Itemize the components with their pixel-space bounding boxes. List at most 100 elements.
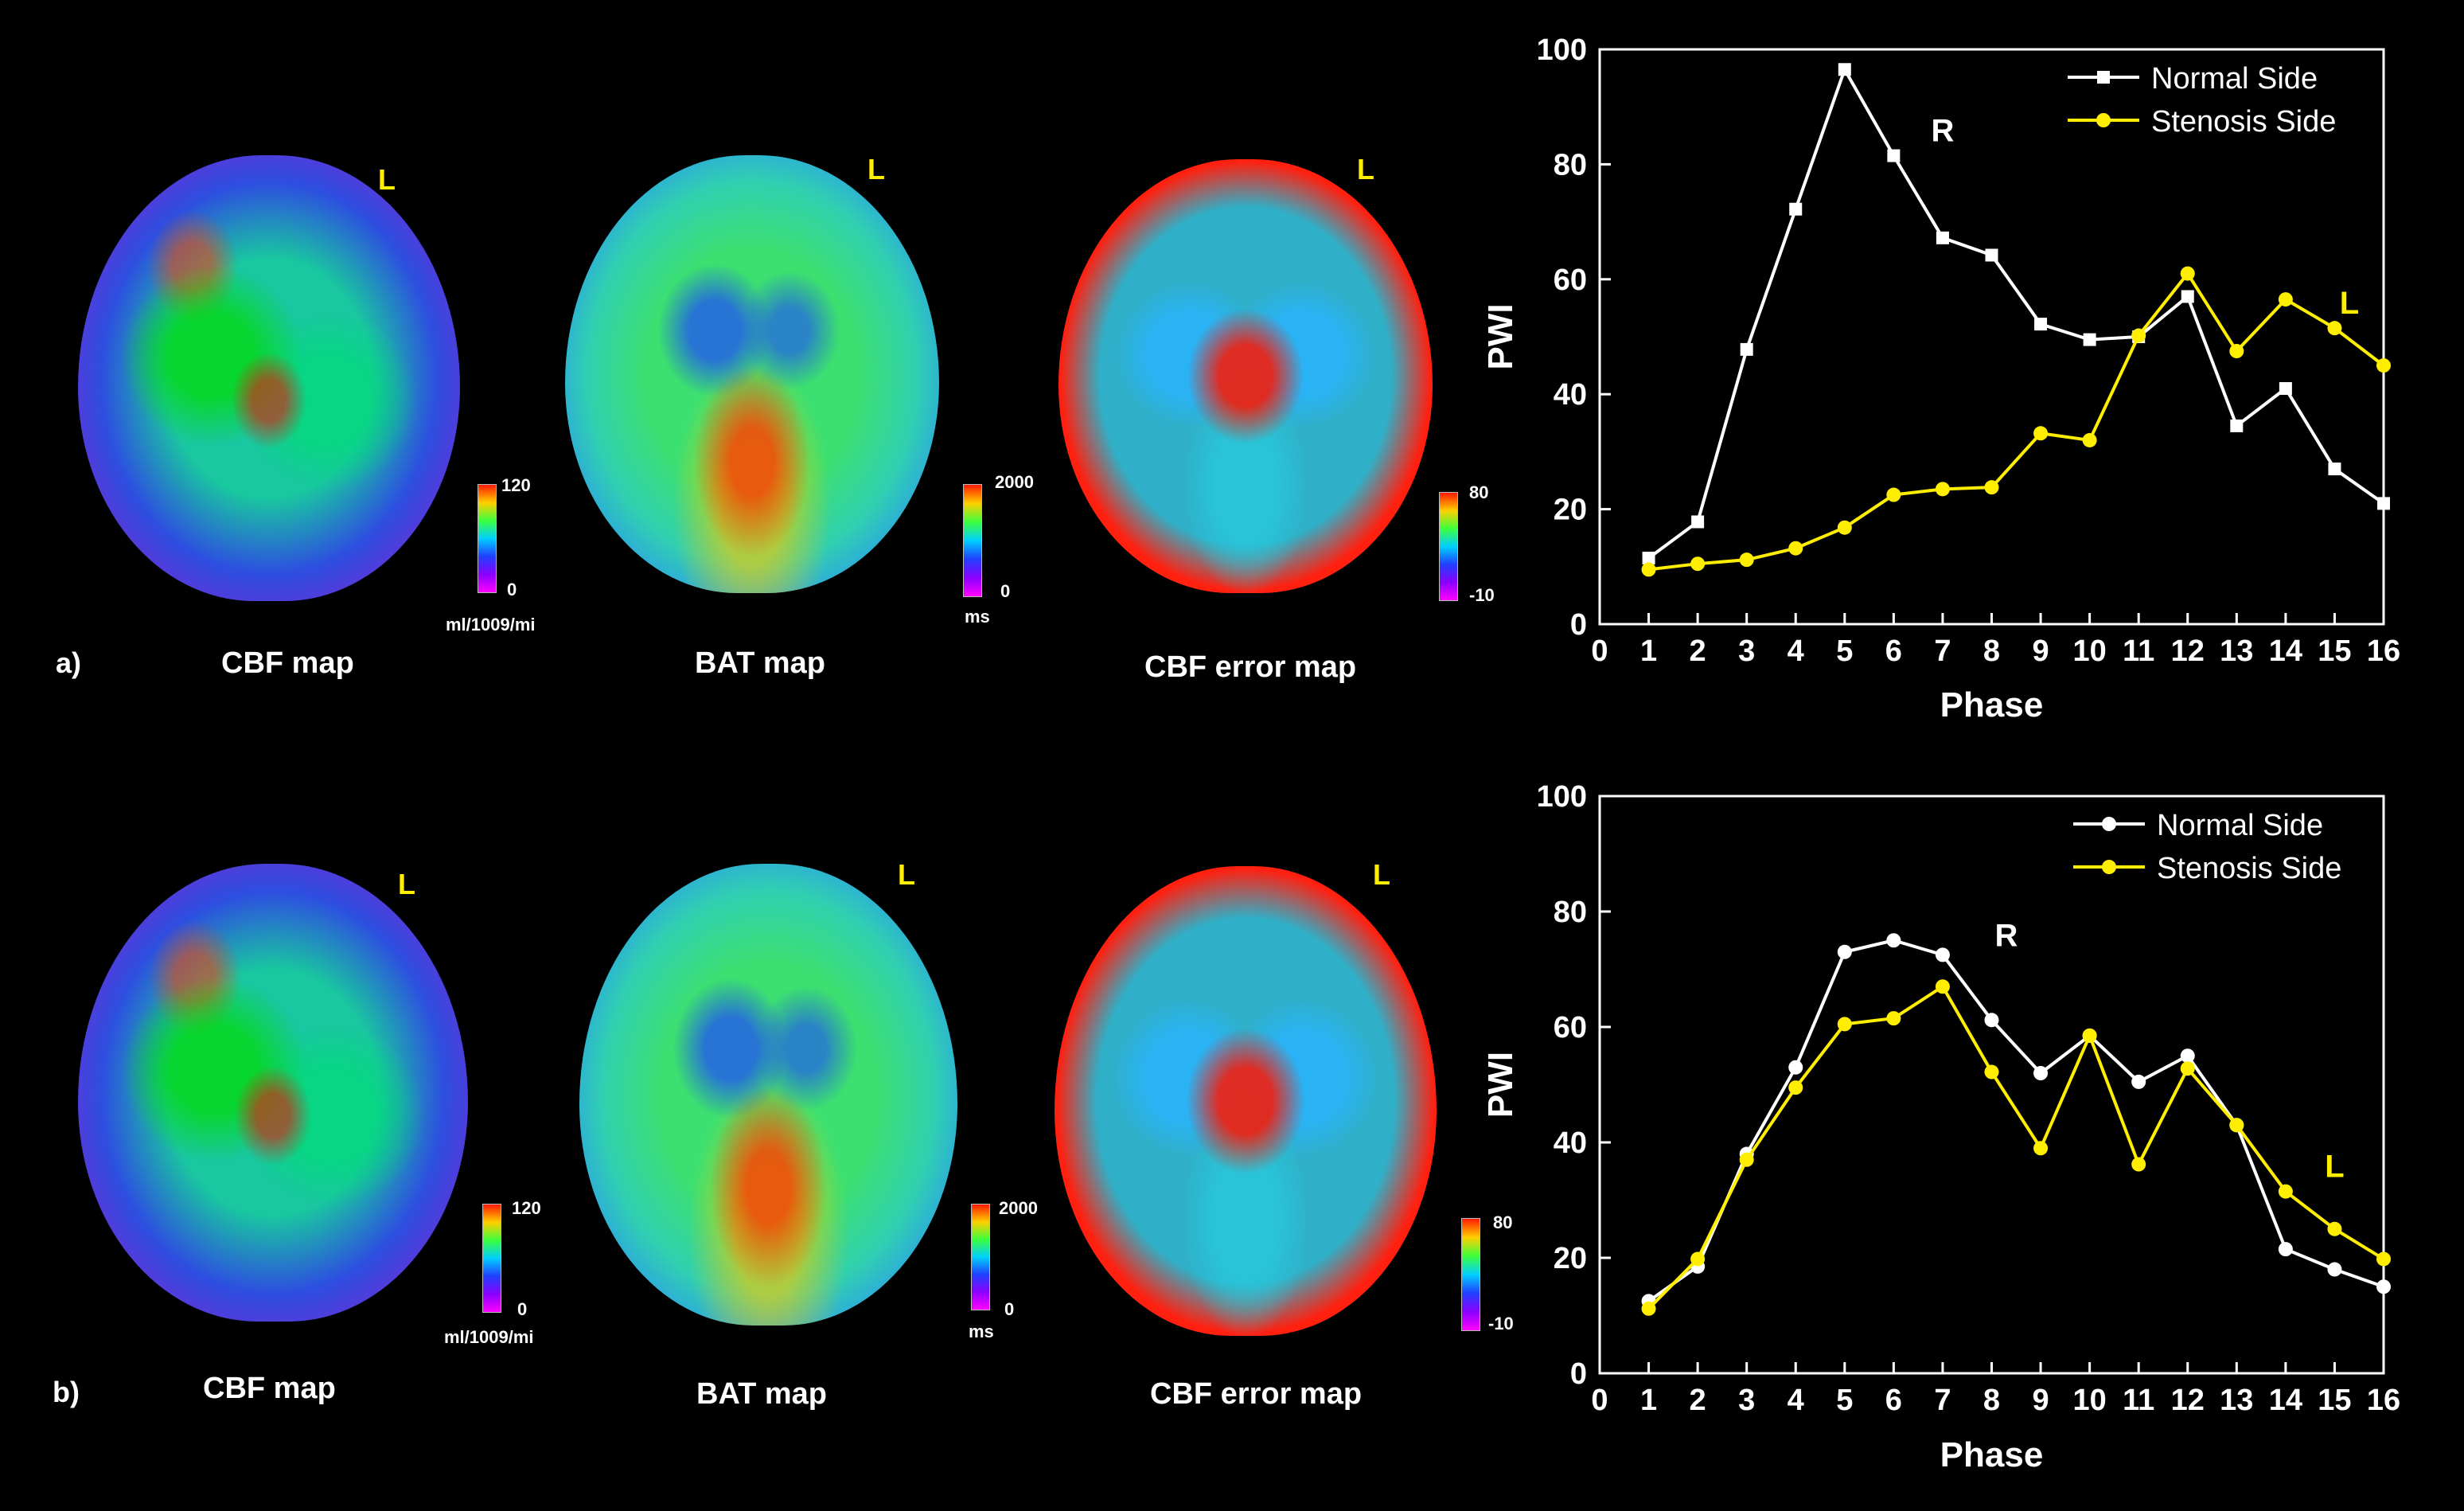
data-point xyxy=(2131,1074,2146,1089)
data-point xyxy=(2131,328,2146,343)
x-tick-label: 1 xyxy=(1640,634,1657,668)
y-tick-label: 80 xyxy=(1554,896,1587,929)
x-tick-label: 3 xyxy=(1738,1384,1755,1417)
data-point xyxy=(1642,551,1655,564)
data-point xyxy=(2180,1061,2195,1076)
legend-marker xyxy=(2096,113,2111,127)
x-tick-label: 8 xyxy=(1983,634,2000,668)
data-point xyxy=(2082,1028,2097,1043)
x-tick-label: 14 xyxy=(2269,634,2302,668)
legend-label: Normal Side xyxy=(2151,62,2318,96)
colorbar-max-label: 80 xyxy=(1469,482,1489,502)
panel-label: a) xyxy=(56,646,82,679)
data-point xyxy=(1837,1017,1852,1032)
x-axis-label: Phase xyxy=(1940,685,2044,724)
data-point xyxy=(2230,419,2244,432)
data-point xyxy=(2327,321,2342,336)
legend-label: Normal Side xyxy=(2157,809,2323,842)
cbf-colorbar xyxy=(482,1204,501,1313)
y-tick-label: 20 xyxy=(1554,1242,1587,1275)
data-point xyxy=(1788,1060,1803,1075)
data-point xyxy=(1641,1301,1656,1316)
x-tick-label: 13 xyxy=(2220,634,2253,668)
colorbar-unit-label: ml/1009/mi xyxy=(444,1327,534,1347)
series-line xyxy=(1647,939,2384,1303)
bat-colorbar xyxy=(963,484,982,597)
x-tick-label: 13 xyxy=(2220,1384,2253,1417)
x-tick-label: 3 xyxy=(1738,634,1755,668)
x-tick-label: 9 xyxy=(2032,634,2049,668)
x-tick-label: 0 xyxy=(1591,634,1608,668)
x-tick-label: 7 xyxy=(1934,634,1951,668)
data-point xyxy=(1641,562,1656,577)
data-point xyxy=(2083,333,2096,346)
legend-marker xyxy=(2102,860,2116,874)
data-point xyxy=(1936,231,1949,244)
colorbar-unit-label: ms xyxy=(965,607,990,627)
x-tick-label: 0 xyxy=(1591,1384,1608,1417)
series-line xyxy=(1647,65,2385,560)
cbf-error-map-image-a xyxy=(1059,159,1433,593)
x-tick-label: 5 xyxy=(1836,1384,1853,1417)
data-point xyxy=(2180,1048,2195,1064)
data-point xyxy=(1984,480,1999,495)
data-point xyxy=(2376,358,2391,373)
x-tick-label: 11 xyxy=(2123,1384,2154,1417)
x-tick-label: 11 xyxy=(2123,634,2154,668)
bat-colorbar xyxy=(971,1204,990,1310)
data-point xyxy=(1935,979,1950,994)
data-point xyxy=(1984,1064,1999,1080)
x-tick-label: 16 xyxy=(2367,1384,2400,1417)
data-point xyxy=(1690,556,1706,572)
cbf-map-image-b xyxy=(78,864,468,1322)
data-point xyxy=(2131,1157,2146,1172)
data-point xyxy=(1837,520,1852,535)
data-point xyxy=(2181,290,2194,303)
x-tick-label: 15 xyxy=(2318,634,2351,668)
data-point xyxy=(2377,497,2390,510)
colorbar-unit-label: ml/1009/mi xyxy=(446,615,536,634)
chart-annotation: R xyxy=(1995,919,2018,954)
x-tick-label: 12 xyxy=(2171,634,2205,668)
left-marker: L xyxy=(867,153,885,185)
map-title: BAT map xyxy=(696,1377,827,1411)
y-tick-label: 20 xyxy=(1554,494,1587,527)
x-axis-label: Phase xyxy=(1940,1435,2044,1474)
data-point xyxy=(1739,1152,1754,1167)
data-point xyxy=(2229,1118,2244,1133)
data-point xyxy=(1985,248,1998,262)
legend-marker xyxy=(2102,817,2116,831)
colorbar-max-label: 2000 xyxy=(995,472,1034,492)
x-tick-label: 15 xyxy=(2318,1384,2351,1417)
error-colorbar xyxy=(1439,492,1458,601)
x-tick-label: 4 xyxy=(1788,1384,1804,1417)
chart-annotation: L xyxy=(2340,286,2359,321)
chart-annotation: R xyxy=(1931,114,1954,149)
y-tick-label: 0 xyxy=(1570,1357,1587,1391)
y-tick-label: 60 xyxy=(1554,1011,1587,1044)
y-tick-label: 40 xyxy=(1554,1126,1587,1160)
error-colorbar xyxy=(1461,1218,1480,1331)
map-title: CBF error map xyxy=(1150,1377,1363,1411)
data-point xyxy=(1838,63,1851,76)
colorbar-max-label: 80 xyxy=(1493,1212,1513,1232)
bat-map-image-a xyxy=(565,155,939,593)
colorbar-max-label: 120 xyxy=(512,1198,541,1218)
data-point xyxy=(2033,426,2049,441)
y-axis-label: PWI xyxy=(1481,1052,1520,1118)
x-tick-label: 2 xyxy=(1690,1384,1706,1417)
map-title: CBF error map xyxy=(1144,650,1357,684)
data-point xyxy=(1788,1080,1803,1095)
colorbar-max-label: 2000 xyxy=(999,1198,1038,1218)
series-line xyxy=(1648,271,2385,572)
data-point xyxy=(1789,202,1803,216)
x-tick-label: 14 xyxy=(2269,1384,2302,1417)
data-point xyxy=(1935,947,1950,962)
x-tick-label: 8 xyxy=(1983,1384,2000,1417)
data-point xyxy=(1886,487,1901,502)
y-tick-label: 100 xyxy=(1537,33,1587,67)
colorbar-min-label: 0 xyxy=(507,580,517,599)
legend-label: Stenosis Side xyxy=(2157,852,2341,885)
y-tick-label: 80 xyxy=(1554,148,1587,182)
